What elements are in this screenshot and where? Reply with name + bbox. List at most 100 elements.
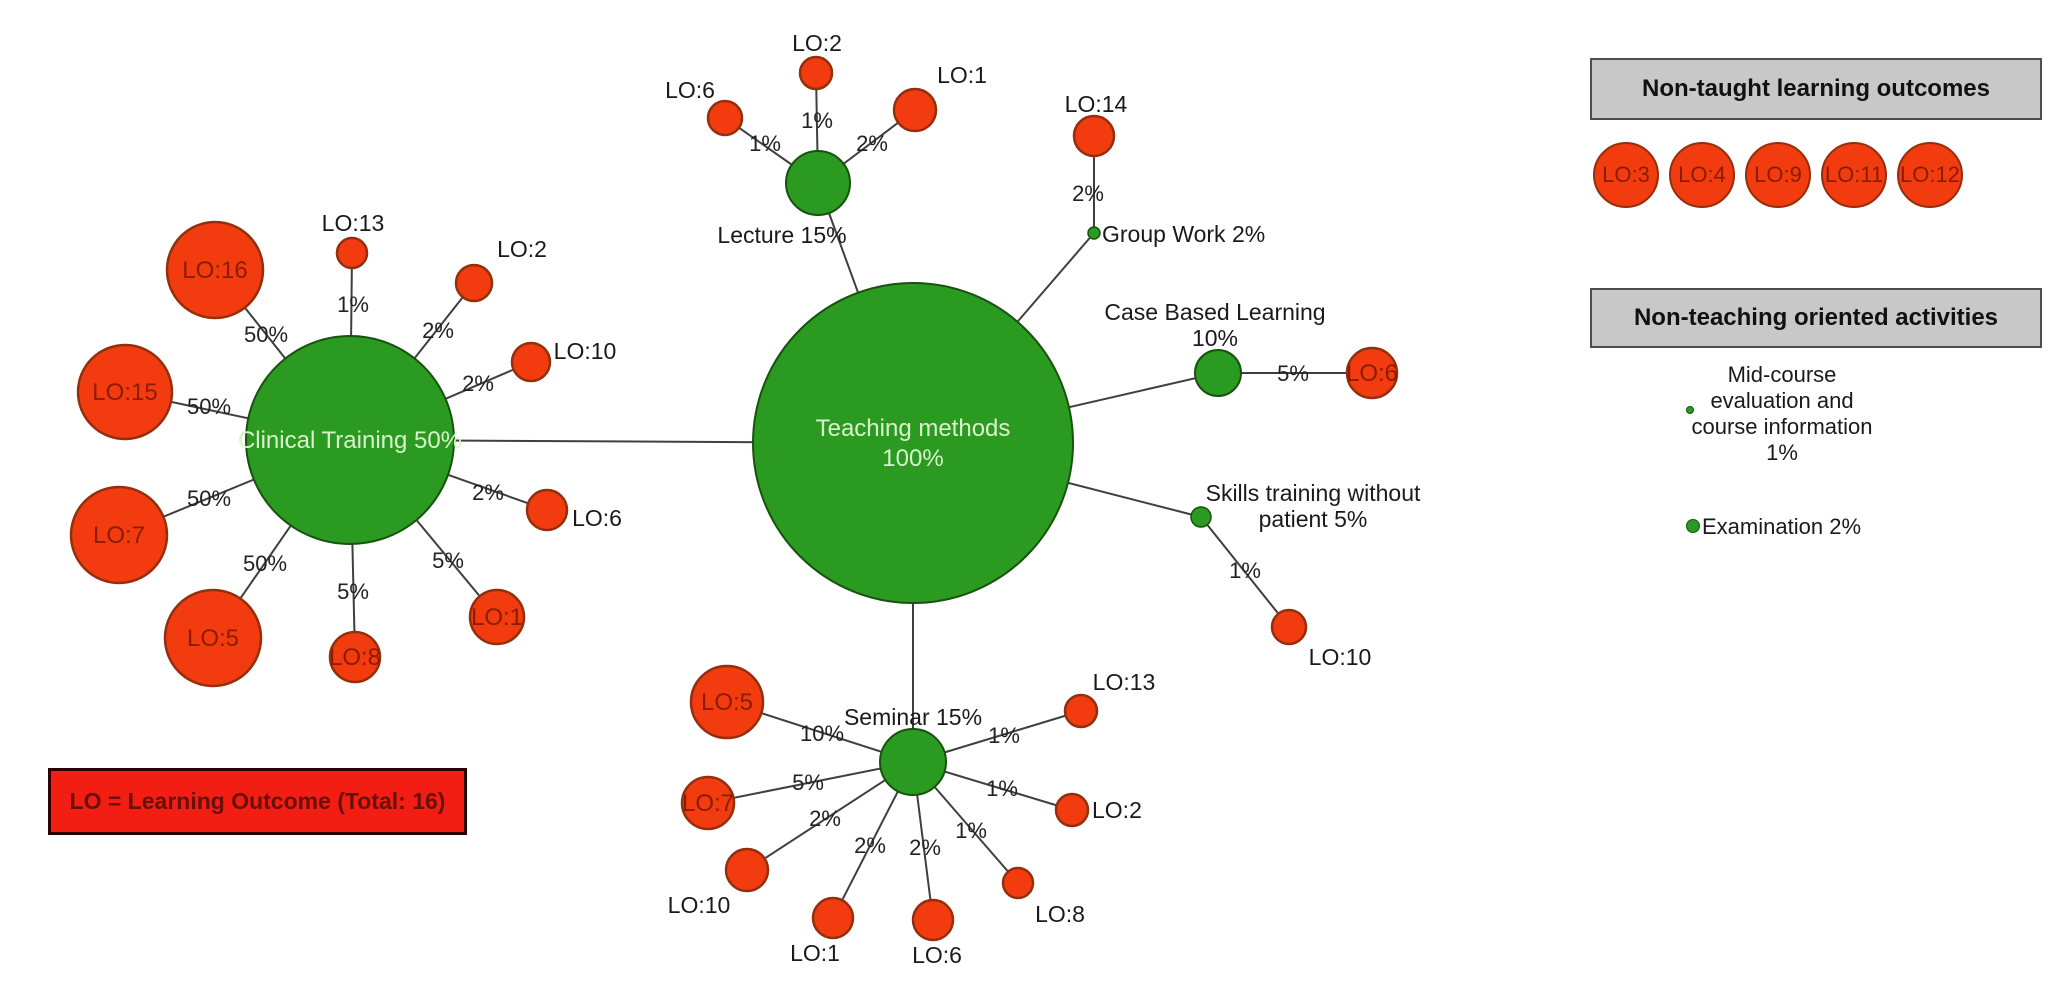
edge-skills-s_lo10 [1200, 516, 1290, 628]
node-groupwork [1087, 226, 1101, 240]
node-label-se_lo13: LO:13 [1093, 669, 1156, 695]
edge-label-clinical-c_lo2: 2% [422, 318, 454, 343]
node-label-se_lo8: LO:8 [1035, 901, 1085, 927]
node-l_lo2 [798, 55, 834, 91]
node-se_lo10 [724, 847, 770, 893]
node-c_lo15 [76, 343, 174, 441]
edge-label-skills-s_lo10: 1% [1229, 558, 1261, 583]
edge-label-clinical-c_lo10: 2% [462, 371, 494, 396]
node-label-cbl: 10% [1192, 325, 1238, 351]
node-label-skills: Skills training without [1206, 480, 1421, 506]
edge-label-seminar-se_lo6: 2% [909, 835, 941, 860]
node-label-lecture: Lecture 15% [717, 222, 846, 248]
activity-examination-label: Examination 2% [1702, 514, 1861, 540]
edge-label-seminar-se_lo10: 2% [809, 806, 841, 831]
node-label-c_lo7: LO:7 [93, 522, 145, 549]
edge-label-clinical-c_lo1: 5% [432, 548, 464, 573]
node-l_lo6 [706, 99, 744, 137]
edge-label-lecture-l_lo6: 1% [749, 131, 781, 156]
edge-label-clinical-c_lo13: 1% [337, 292, 369, 317]
node-label-seminar: Seminar 15% [844, 704, 982, 730]
non-taught-outcome-circle: LO:4 [1669, 142, 1735, 208]
node-label-g_lo14: LO:14 [1065, 91, 1128, 117]
node-l_lo1 [892, 87, 938, 133]
node-label-groupwork: Group Work 2% [1102, 221, 1265, 247]
activity-midcourse-text: Mid-course evaluation and course informa… [1691, 362, 1873, 439]
edge-label-seminar-se_lo2: 1% [986, 776, 1018, 801]
node-seminar [879, 728, 947, 796]
edge-label-clinical-c_lo5: 50% [243, 551, 287, 576]
edge-label-clinical-c_lo16: 50% [244, 322, 288, 347]
non-taught-outcome-circle: LO:3 [1593, 142, 1659, 208]
node-label-c_lo10: LO:10 [554, 338, 617, 364]
node-label-l_lo1: LO:1 [937, 62, 987, 88]
node-c_lo1 [468, 588, 526, 646]
edge-label-clinical-c_lo15: 50% [187, 394, 231, 419]
node-label-s_lo10: LO:10 [1309, 644, 1372, 670]
non-taught-header: Non-taught learning outcomes [1590, 58, 2042, 120]
non-taught-outcome-circle: LO:12 [1897, 142, 1963, 208]
node-c_lo8 [328, 630, 382, 684]
edge-label-clinical-c_lo8: 5% [337, 579, 369, 604]
node-label-c_lo16: LO:16 [182, 257, 247, 284]
node-c_lo5 [163, 588, 263, 688]
node-teaching [752, 282, 1074, 604]
node-label-c_lo13: LO:13 [322, 210, 385, 236]
node-label-se_lo7: LO:7 [682, 790, 734, 817]
node-se_lo2 [1054, 792, 1090, 828]
edge-label-clinical-c_lo6: 2% [472, 480, 504, 505]
edge-label-lecture-l_lo2: 1% [801, 108, 833, 133]
node-g_lo14 [1072, 114, 1116, 158]
node-label-skills: patient 5% [1259, 506, 1368, 532]
edge-label-clinical-c_lo7: 50% [187, 486, 231, 511]
node-c_lo2 [454, 263, 494, 303]
node-label-se_lo2: LO:2 [1092, 797, 1142, 823]
node-cbl [1194, 349, 1242, 397]
non-teaching-header: Non-teaching oriented activities [1590, 288, 2042, 348]
node-label-c_lo5: LO:5 [187, 625, 239, 652]
node-c_lo13 [335, 236, 369, 270]
node-label-c_lo1: LO:1 [471, 604, 523, 631]
examination-dot-icon [1686, 519, 1700, 533]
node-label-l_lo2: LO:2 [792, 30, 842, 56]
activity-examination-text: Examination [1702, 514, 1824, 539]
activity-midcourse-percent: 1% [1766, 440, 1798, 465]
node-skills [1190, 506, 1212, 528]
node-label-se_lo6: LO:6 [912, 942, 962, 968]
edge-label-seminar-se_lo13: 1% [988, 723, 1020, 748]
node-se_lo1 [811, 896, 855, 940]
node-label-c_lo6: LO:6 [572, 505, 622, 531]
node-c_lo16 [165, 220, 265, 320]
node-cb_lo6 [1345, 346, 1399, 400]
non-taught-outcome-circle: LO:9 [1745, 142, 1811, 208]
node-label-cbl: Case Based Learning [1104, 299, 1325, 325]
edge-seminar-se_lo7 [707, 761, 914, 804]
node-s_lo10 [1270, 608, 1308, 646]
node-label-c_lo2: LO:2 [497, 236, 547, 262]
node-label-se_lo1: LO:1 [790, 940, 840, 966]
edge-label-seminar-se_lo7: 5% [792, 770, 824, 795]
node-label-teaching: Teaching methods [816, 415, 1011, 442]
activity-examination-percent: 2% [1829, 514, 1861, 539]
node-se_lo13 [1063, 693, 1099, 729]
node-label-clinical: Clinical Training 50% [238, 427, 462, 454]
edge-label-lecture-l_lo1: 2% [856, 131, 888, 156]
node-label-se_lo5: LO:5 [701, 689, 753, 716]
node-label-c_lo8: LO:8 [329, 644, 381, 671]
node-c_lo6 [525, 488, 569, 532]
legend-box: LO = Learning Outcome (Total: 16) [48, 768, 467, 835]
node-label-l_lo6: LO:6 [665, 77, 715, 103]
activity-midcourse-label: Mid-course evaluation and course informa… [1682, 362, 1882, 466]
legend-text: LO = Learning Outcome (Total: 16) [69, 788, 446, 814]
node-label-teaching: 100% [882, 445, 943, 472]
node-lecture [785, 150, 851, 216]
edge-label-seminar-se_lo5: 10% [800, 721, 844, 746]
node-c_lo10 [510, 341, 552, 383]
node-label-c_lo15: LO:15 [92, 379, 157, 406]
edge-label-groupwork-g_lo14: 2% [1072, 181, 1104, 206]
node-se_lo8 [1001, 866, 1035, 900]
node-se_lo5 [689, 664, 765, 740]
node-se_lo7 [680, 775, 736, 831]
edge-label-seminar-se_lo8: 1% [955, 818, 987, 843]
